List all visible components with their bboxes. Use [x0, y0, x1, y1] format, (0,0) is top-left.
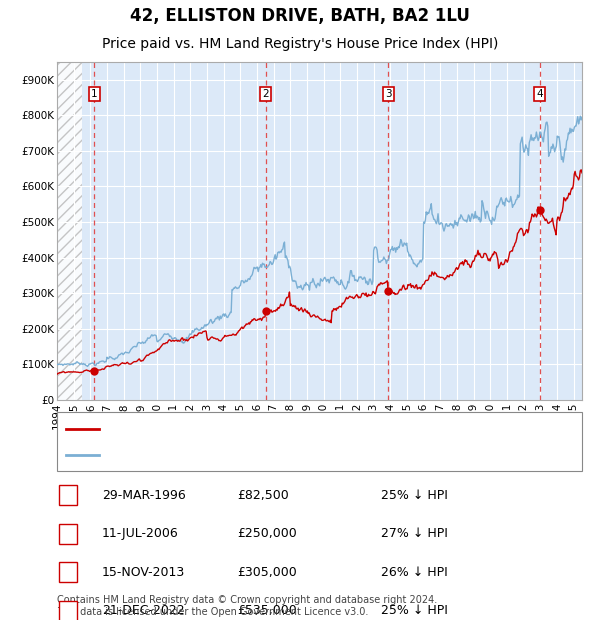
Text: 42, ELLISTON DRIVE, BATH, BA2 1LU (detached house): 42, ELLISTON DRIVE, BATH, BA2 1LU (detac… [106, 422, 428, 435]
Text: 27% ↓ HPI: 27% ↓ HPI [381, 528, 448, 540]
Text: £250,000: £250,000 [237, 528, 297, 540]
Text: 11-JUL-2006: 11-JUL-2006 [102, 528, 179, 540]
Text: £82,500: £82,500 [237, 489, 289, 502]
Text: £535,000: £535,000 [237, 604, 297, 617]
Text: 4: 4 [64, 604, 72, 617]
Text: 2: 2 [263, 89, 269, 99]
Text: 1: 1 [91, 89, 98, 99]
Text: 29-MAR-1996: 29-MAR-1996 [102, 489, 186, 502]
Text: 3: 3 [385, 89, 391, 99]
Text: 15-NOV-2013: 15-NOV-2013 [102, 566, 185, 578]
Text: Price paid vs. HM Land Registry's House Price Index (HPI): Price paid vs. HM Land Registry's House … [102, 37, 498, 51]
Text: Contains HM Land Registry data © Crown copyright and database right 2024.
This d: Contains HM Land Registry data © Crown c… [57, 595, 437, 617]
Text: 25% ↓ HPI: 25% ↓ HPI [381, 489, 448, 502]
Text: 3: 3 [64, 566, 72, 578]
Text: 21-DEC-2022: 21-DEC-2022 [102, 604, 185, 617]
Text: 1: 1 [64, 489, 72, 502]
Text: 2: 2 [64, 528, 72, 540]
Text: 26% ↓ HPI: 26% ↓ HPI [381, 566, 448, 578]
Text: 4: 4 [536, 89, 543, 99]
Text: 25% ↓ HPI: 25% ↓ HPI [381, 604, 448, 617]
Text: £305,000: £305,000 [237, 566, 297, 578]
Text: 42, ELLISTON DRIVE, BATH, BA2 1LU: 42, ELLISTON DRIVE, BATH, BA2 1LU [130, 7, 470, 25]
Text: HPI: Average price, detached house, Bath and North East Somerset: HPI: Average price, detached house, Bath… [106, 448, 505, 461]
